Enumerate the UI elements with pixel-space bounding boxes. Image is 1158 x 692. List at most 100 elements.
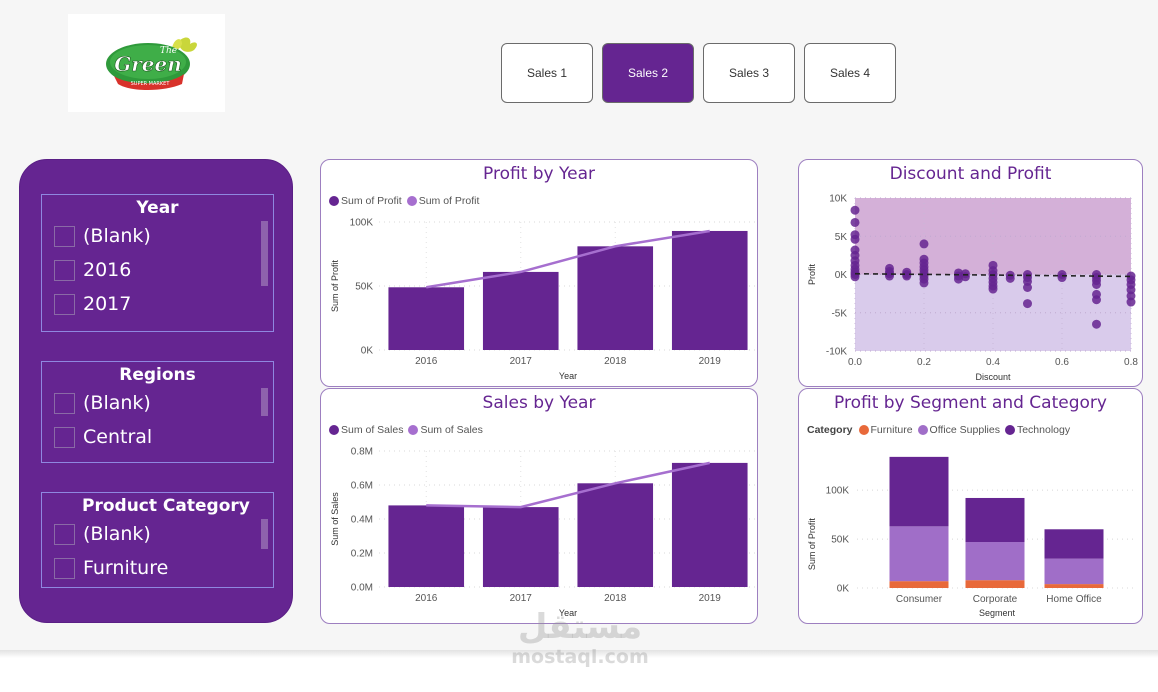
slicer-item[interactable]: (Blank)	[42, 517, 273, 551]
svg-text:Green: Green	[114, 52, 182, 76]
y-tick-label: 50K	[831, 535, 849, 546]
slicer-item[interactable]: Central	[42, 420, 273, 454]
checkbox[interactable]	[54, 426, 75, 448]
checkbox[interactable]	[54, 225, 75, 247]
chart-title: Sales by Year	[482, 393, 596, 413]
legend-entry[interactable]: Office Supplies	[917, 424, 1000, 436]
scatter-point	[960, 272, 970, 282]
checkbox[interactable]	[54, 557, 75, 579]
slicer-item[interactable]: 2017	[42, 287, 273, 321]
year-slicer-title: Year	[136, 198, 179, 218]
scatter-point	[885, 271, 894, 281]
legend-dot-icon	[917, 425, 928, 435]
bar-2018	[577, 483, 654, 587]
bar-2019	[671, 462, 748, 587]
legend-entry[interactable]: Sum of Profit	[329, 195, 402, 207]
legend-label: Sum of Sales	[341, 424, 404, 436]
checkbox[interactable]	[54, 259, 75, 281]
svg-text:SUPER MARKET: SUPER MARKET	[131, 81, 171, 87]
slicer-item[interactable]: 2016	[42, 253, 273, 287]
x-tick-label: 2017	[510, 356, 533, 367]
checkbox[interactable]	[54, 392, 75, 414]
nav-button-sales-1[interactable]: Sales 1	[501, 43, 593, 103]
legend-dot-icon	[858, 425, 869, 435]
y-tick-label: -10K	[826, 347, 847, 358]
bar-home-office-furniture	[1044, 584, 1104, 588]
x-tick-label: 2018	[604, 593, 627, 604]
discount-and-profit-chart: -10K -5K 0K 5K 10K 0.0 0.2 0.4 0.6 0.8 Discount Pro…	[807, 194, 1138, 383]
scatter-point	[919, 278, 929, 288]
legend-entry[interactable]: Sum of Sales	[408, 424, 483, 436]
product-category-slicer: Product Category (Blank) Furniture	[41, 492, 274, 588]
legend-title: Category	[807, 424, 853, 436]
slicer-item[interactable]: Furniture	[42, 551, 273, 585]
scatter-point	[919, 239, 929, 249]
y-tick-label: 0.6M	[351, 481, 373, 492]
y-tick-label: 0.0M	[351, 583, 373, 594]
scatter-point	[902, 271, 912, 281]
checkbox[interactable]	[54, 523, 75, 545]
scatter-point	[1023, 299, 1032, 309]
bar-2016	[388, 505, 465, 587]
x-tick-label: 0.0	[848, 357, 862, 368]
nav-button-sales-4[interactable]: Sales 4	[804, 43, 896, 103]
bar-2016	[388, 287, 465, 350]
y-tick-label: 100K	[826, 486, 850, 497]
nav-button-sales-2[interactable]: Sales 2	[602, 43, 694, 103]
slicer-item[interactable]: (Blank)	[42, 219, 273, 253]
y-axis-title: Sum of Profit	[330, 259, 340, 312]
legend-entry[interactable]: Furniture	[858, 424, 913, 436]
bar-consumer-office-supplies	[889, 526, 949, 582]
canvas-shadow	[0, 650, 1158, 658]
bar-consumer-technology	[889, 456, 949, 527]
category-slicer-scrollbar[interactable]	[261, 519, 268, 549]
x-axis-title: Discount	[975, 372, 1011, 382]
brand-logo: The Green SUPER MARKET	[68, 14, 225, 112]
slicer-item[interactable]: (Blank)	[42, 386, 273, 420]
scatter-point	[850, 217, 860, 227]
scatter-point	[988, 284, 998, 294]
filter-panel: Year (Blank) 2016 2017 Regions (Blank) C…	[19, 159, 293, 623]
profit-by-year-chart: 0K 50K 100K 2016 2017 2018 2019 Year Sum of Prof…	[330, 218, 757, 381]
scatter-point	[1023, 283, 1032, 293]
scatter-point	[1126, 297, 1136, 307]
chart-title: Profit by Year	[483, 164, 595, 184]
legend-entry[interactable]: Technology	[1004, 424, 1070, 436]
legend-dot-icon	[406, 196, 417, 206]
discount-and-profit-card[interactable]: Discount and Profit -10K -5K 0K 5K 10K 0.0 0.2…	[798, 159, 1143, 387]
bar-home-office-technology	[1044, 529, 1104, 559]
x-tick-label: 2016	[415, 356, 438, 367]
checkbox[interactable]	[54, 293, 75, 315]
product-category-slicer-title: Product Category	[82, 496, 250, 516]
y-tick-label: 50K	[355, 282, 373, 293]
legend-dot-icon	[1004, 425, 1015, 435]
profit-by-year-card[interactable]: Profit by Year Sum of Profit Sum of Prof…	[320, 159, 758, 387]
year-slicer-scrollbar[interactable]	[261, 221, 268, 286]
y-tick-label: 0K	[835, 270, 848, 281]
x-axis-title: Year	[559, 608, 577, 618]
watermark-arabic: مستقل	[517, 607, 643, 647]
y-tick-label: 0.2M	[351, 549, 373, 560]
slicer-item-label: (Blank)	[83, 225, 151, 247]
legend-entry[interactable]: Sum of Sales	[329, 424, 403, 436]
x-tick-label: 0.4	[986, 357, 1000, 368]
slicer-item-label: Central	[83, 426, 153, 448]
regions-slicer-scrollbar[interactable]	[261, 388, 268, 416]
chart-title: Discount and Profit	[889, 164, 1052, 184]
bar-2018	[577, 246, 654, 350]
nav-button-label: Sales 3	[728, 66, 770, 80]
nav-button-sales-3[interactable]: Sales 3	[703, 43, 795, 103]
legend-entry[interactable]: Sum of Profit	[406, 195, 479, 207]
svg-text:The: The	[160, 46, 177, 56]
y-tick-label: 0.8M	[351, 447, 373, 458]
nav-button-label: Sales 1	[526, 66, 568, 80]
slicer-item-label: (Blank)	[83, 392, 151, 414]
y-axis-title: Sum of Profit	[807, 518, 817, 571]
profit-by-segment-card[interactable]: Profit by Segment and Category Category …	[798, 388, 1143, 624]
slicer-item-label: Furniture	[83, 557, 169, 579]
x-tick-label: 0.2	[917, 357, 931, 368]
regions-slicer: Regions (Blank) Central	[41, 361, 274, 463]
legend-label: Sum of Profit	[341, 195, 402, 207]
sales-by-year-card[interactable]: Sales by Year Sum of Sales Sum of Sales …	[320, 388, 758, 624]
y-tick-label: 10K	[829, 194, 847, 205]
